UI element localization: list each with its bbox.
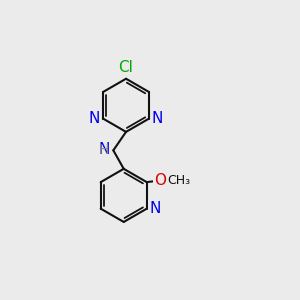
Text: N: N <box>98 142 110 157</box>
Text: Cl: Cl <box>118 60 134 75</box>
Text: CH₃: CH₃ <box>167 175 190 188</box>
Text: N: N <box>89 111 100 126</box>
Text: H: H <box>98 143 109 157</box>
Text: O: O <box>154 173 166 188</box>
Text: N: N <box>149 201 161 216</box>
Text: N: N <box>152 111 163 126</box>
